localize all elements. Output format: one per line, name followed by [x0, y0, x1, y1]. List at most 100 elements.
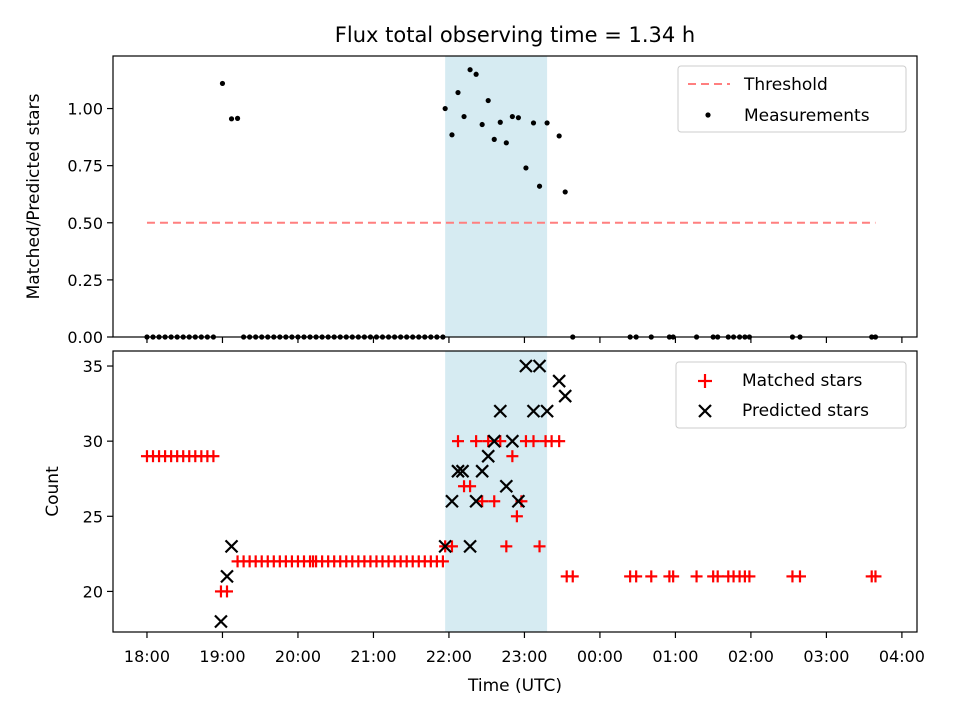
measurement-point: [442, 105, 448, 112]
predicted-star-point: [455, 464, 470, 478]
matched-star-point: [494, 435, 507, 448]
measurement-point: [544, 120, 550, 126]
top-y-tick-label: 0.75: [67, 157, 103, 176]
measurement-point: [455, 89, 461, 96]
measurement-point: [479, 121, 485, 128]
predicted-star-point: [463, 539, 477, 554]
top-y-tick-label: 1.00: [67, 100, 103, 119]
x-tick-label: 18:00: [124, 647, 170, 666]
matched-star-point: [630, 570, 643, 583]
x-tick-label: 03:00: [803, 647, 849, 666]
bottom-y-axis-label: Count: [43, 466, 63, 517]
predicted-star-point: [438, 539, 452, 554]
measurement-point: [556, 133, 562, 139]
matched-star-point: [220, 585, 233, 598]
predicted-star-point: [224, 539, 239, 554]
measurement-point: [219, 80, 226, 87]
top-y-tick-label: 0.25: [67, 271, 103, 290]
x-tick-label: 00:00: [577, 647, 623, 666]
measurement-point: [523, 165, 529, 171]
matched-star-point: [207, 450, 220, 463]
measurement-point: [509, 113, 515, 120]
matched-star-point: [470, 435, 483, 448]
measurement-point: [503, 140, 509, 146]
matched-star-point: [488, 495, 501, 508]
measurement-point: [491, 136, 497, 142]
matched-star-point: [452, 435, 465, 448]
predicted-star-point: [519, 359, 533, 373]
matched-star-point: [482, 435, 495, 448]
measurement-point: [536, 183, 543, 189]
matched-star-point: [436, 555, 449, 568]
measurement-point: [449, 132, 455, 138]
top-y-ticks: 0.00 0.25 0.50 0.75 1.00: [67, 100, 113, 347]
top-y-axis-label: Matched/Predicted stars: [24, 93, 44, 299]
matched-star-point: [506, 450, 519, 463]
predicted-star-point: [511, 494, 526, 509]
matched-star-point: [711, 570, 724, 583]
predicted-star-point: [469, 494, 483, 509]
top-panel: 0.00 0.25 0.50 0.75 1.00 Matched/Predicted s…: [24, 55, 918, 347]
bottom-panel: 20 25 30 35 18:00 19:00 20:00 21:00 22:00 23:00 0…: [43, 350, 925, 696]
matched-star-point: [553, 435, 566, 448]
predicted-star-point: [505, 434, 520, 448]
predicted-star-point: [558, 389, 572, 403]
predicted-star-point: [526, 404, 541, 418]
measurement-point: [485, 97, 491, 104]
legend-threshold-label: Threshold: [743, 75, 828, 95]
bottom-y-tick-label: 30: [83, 432, 103, 451]
measurement-point: [515, 115, 521, 121]
top-highlight-span: [445, 56, 548, 337]
predicted-star-point: [532, 359, 547, 373]
legend-measurements-swatch: [705, 112, 711, 118]
matched-star-point: [533, 540, 546, 553]
x-tick-label: 04:00: [879, 647, 925, 666]
predicted-star-point: [499, 479, 514, 494]
bottom-y-tick-label: 20: [83, 582, 103, 601]
x-tick-label: 21:00: [350, 647, 396, 666]
legend-predicted-label: Predicted stars: [742, 401, 869, 421]
legend-predicted-swatch: [698, 404, 712, 418]
predicted-star-point: [552, 374, 566, 388]
matched-star-point: [869, 570, 882, 583]
bottom-legend: Matched stars Predicted stars: [675, 361, 907, 429]
predicted-star-point: [540, 404, 554, 418]
predicted-star-point: [487, 434, 502, 448]
predicted-star-point: [493, 404, 508, 418]
bottom-y-tick-label: 35: [83, 357, 103, 376]
measurement-point: [461, 113, 467, 120]
bottom-axes-frame: [112, 350, 918, 633]
top-legend-box: [677, 65, 907, 133]
predicted-star-point: [214, 614, 228, 629]
x-tick-label: 20:00: [275, 647, 321, 666]
chart-title: Flux total observing time = 1.34 h: [335, 23, 695, 47]
x-axis-label: Time (UTC): [467, 676, 562, 696]
bottom-legend-box: [675, 361, 907, 429]
matched-star-point: [743, 570, 756, 583]
x-tick-label: 02:00: [728, 647, 774, 666]
bottom-highlight-span: [445, 351, 548, 632]
legend-matched-label: Matched stars: [742, 371, 862, 391]
predicted-star-point: [220, 569, 234, 584]
measurement-point: [530, 120, 537, 126]
measurement-point: [497, 119, 503, 125]
bottom-x-ticks: 18:00 19:00 20:00 21:00 22:00 23:00 00:00 01:00…: [124, 632, 925, 666]
matched-star-point: [667, 570, 680, 583]
predicted-star-point: [451, 464, 465, 478]
matched-star-points: [140, 435, 882, 598]
matched-star-point: [445, 540, 458, 553]
predicted-star-point: [445, 494, 459, 509]
predicted-star-point: [475, 464, 489, 478]
matched-star-point: [500, 540, 513, 553]
x-tick-label: 19:00: [199, 647, 245, 666]
bottom-y-tick-label: 25: [83, 507, 103, 526]
top-axes-frame: [112, 55, 918, 338]
top-y-tick-label: 0.00: [67, 328, 103, 347]
matched-star-point: [464, 480, 477, 493]
measurement-point: [473, 71, 479, 77]
top-y-tick-label: 0.50: [67, 214, 103, 233]
measurement-point: [234, 115, 241, 121]
top-legend: Threshold Measurements: [677, 65, 907, 133]
measurement-point: [228, 116, 235, 122]
